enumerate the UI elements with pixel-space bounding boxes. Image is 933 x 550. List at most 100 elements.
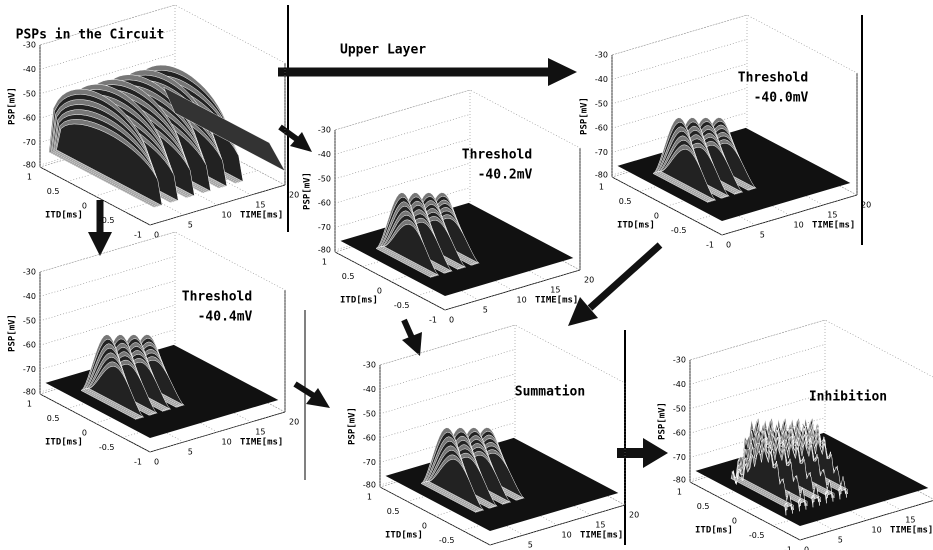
time-tick-label: 20 bbox=[861, 201, 871, 210]
z-tick-label: -80 bbox=[318, 246, 331, 255]
z-tick-label: -80 bbox=[363, 481, 376, 490]
z-tick-label: -60 bbox=[363, 434, 376, 443]
panel-title: -40.0mV bbox=[754, 91, 809, 106]
grid-line bbox=[689, 368, 826, 410]
z-tick-label: -80 bbox=[595, 171, 608, 180]
arrow-head bbox=[306, 388, 330, 408]
itd-tick-label: -0.5 bbox=[749, 531, 765, 540]
grid-line bbox=[39, 29, 176, 70]
arrow-head bbox=[88, 232, 112, 256]
z-tick-label: -60 bbox=[673, 429, 686, 438]
z-axis-label: PSP[mV] bbox=[8, 314, 18, 352]
surface-ridge bbox=[659, 149, 716, 201]
time-tick-label: 15 bbox=[905, 516, 915, 525]
time-tick-label: 0 bbox=[154, 231, 159, 240]
z-axis-label: PSP[mV] bbox=[8, 87, 18, 125]
grid-line bbox=[799, 500, 933, 541]
z-tick-label: -30 bbox=[318, 126, 331, 135]
time-tick-label: 10 bbox=[794, 221, 804, 230]
grid-line bbox=[489, 504, 626, 546]
itd-tick-label: -1 bbox=[134, 231, 142, 240]
itd-tick-label: 0.5 bbox=[387, 507, 400, 516]
z-tick-label: -40 bbox=[23, 292, 36, 301]
panel-title: Inhibition bbox=[809, 390, 887, 405]
grid-line bbox=[611, 63, 748, 105]
grid-line bbox=[149, 411, 286, 453]
arrow bbox=[401, 318, 415, 340]
itd-tick-label: -0.5 bbox=[99, 216, 115, 225]
grid-line bbox=[379, 422, 516, 463]
z-tick-label: -80 bbox=[23, 388, 36, 397]
time-tick-label: 20 bbox=[289, 418, 299, 427]
grid-line bbox=[689, 344, 826, 385]
plot-panel: -30-40-50-60-70-80PSP[mV]10.50-0.5-1ITD[… bbox=[348, 324, 639, 550]
grid-line bbox=[39, 304, 176, 346]
plot-panel: -30-40-50-60-70-80PSP[mV]10.50-0.5-1ITD[… bbox=[8, 4, 299, 240]
time-tick-label: 20 bbox=[629, 511, 639, 520]
z-tick-label: -70 bbox=[595, 148, 608, 157]
grid-line bbox=[721, 194, 858, 236]
grid-line bbox=[611, 87, 748, 129]
itd-tick-label: -0.5 bbox=[394, 301, 410, 310]
itd-tick-label: 0 bbox=[422, 522, 427, 531]
itd-axis-label: ITD[ms] bbox=[617, 221, 655, 231]
itd-tick-label: 0.5 bbox=[47, 414, 60, 423]
panel-title: -40.2mV bbox=[478, 168, 533, 183]
z-axis-label: PSP[mV] bbox=[348, 407, 358, 445]
time-tick-label: 20 bbox=[584, 276, 594, 285]
panel-title: Summation bbox=[515, 385, 585, 400]
grid-line bbox=[379, 349, 516, 390]
grid-line bbox=[379, 373, 516, 415]
arrow-head bbox=[643, 438, 668, 468]
time-axis-label: TIME[ms] bbox=[812, 221, 855, 231]
itd-tick-label: 0 bbox=[732, 517, 737, 526]
time-tick-label: 5 bbox=[188, 448, 193, 457]
plot-panel: -30-40-50-60-70-80PSP[mV]10.50-0.5-1ITD[… bbox=[658, 319, 933, 550]
time-tick-label: 15 bbox=[595, 521, 605, 530]
itd-tick-label: 0 bbox=[82, 429, 87, 438]
itd-tick-label: -1 bbox=[706, 241, 714, 250]
itd-tick-label: 1 bbox=[599, 183, 604, 192]
arrow-head bbox=[290, 132, 312, 152]
plot-panel: -30-40-50-60-70-80PSP[mV]10.50-0.5-1ITD[… bbox=[303, 89, 594, 325]
time-axis-label: TIME[ms] bbox=[240, 438, 283, 448]
z-tick-label: -80 bbox=[673, 476, 686, 485]
grid-line bbox=[611, 14, 748, 56]
time-tick-label: 0 bbox=[804, 546, 809, 550]
grid-line bbox=[39, 256, 176, 297]
z-tick-label: -60 bbox=[23, 114, 36, 123]
surface-ridge bbox=[87, 366, 144, 418]
time-tick-label: 15 bbox=[255, 201, 265, 210]
z-tick-label: -70 bbox=[23, 365, 36, 374]
itd-tick-label: 0 bbox=[377, 287, 382, 296]
itd-tick-label: 1 bbox=[27, 173, 32, 182]
time-tick-label: 15 bbox=[255, 428, 265, 437]
panel-title: Threshold bbox=[182, 290, 252, 305]
grid-line bbox=[39, 53, 176, 95]
z-tick-label: -40 bbox=[363, 385, 376, 394]
grid-line bbox=[689, 392, 826, 434]
time-tick-label: 5 bbox=[188, 221, 193, 230]
plot-panel: -30-40-50-60-70-80PSP[mV]10.50-0.5-1ITD[… bbox=[580, 14, 871, 250]
z-tick-label: -70 bbox=[673, 453, 686, 462]
time-tick-label: 10 bbox=[517, 296, 527, 305]
time-axis-label: TIME[ms] bbox=[580, 531, 623, 541]
grid-line bbox=[334, 89, 471, 131]
time-tick-label: 5 bbox=[760, 231, 765, 240]
z-tick-label: -50 bbox=[673, 404, 686, 413]
surface-ridge bbox=[738, 448, 794, 511]
grid-line bbox=[149, 184, 286, 226]
time-tick-label: 10 bbox=[222, 211, 232, 220]
itd-tick-label: 0.5 bbox=[342, 272, 355, 281]
itd-tick-label: -0.5 bbox=[671, 226, 687, 235]
itd-axis-label: ITD[ms] bbox=[695, 526, 733, 536]
grid-line bbox=[444, 269, 581, 311]
z-axis-label: PSP[mV] bbox=[580, 97, 590, 135]
z-tick-label: -40 bbox=[595, 75, 608, 84]
z-tick-label: -50 bbox=[23, 89, 36, 98]
time-tick-label: 0 bbox=[726, 241, 731, 250]
grid-line bbox=[689, 417, 826, 458]
panel-title: Threshold bbox=[738, 71, 808, 86]
itd-axis-label: ITD[ms] bbox=[385, 531, 423, 541]
